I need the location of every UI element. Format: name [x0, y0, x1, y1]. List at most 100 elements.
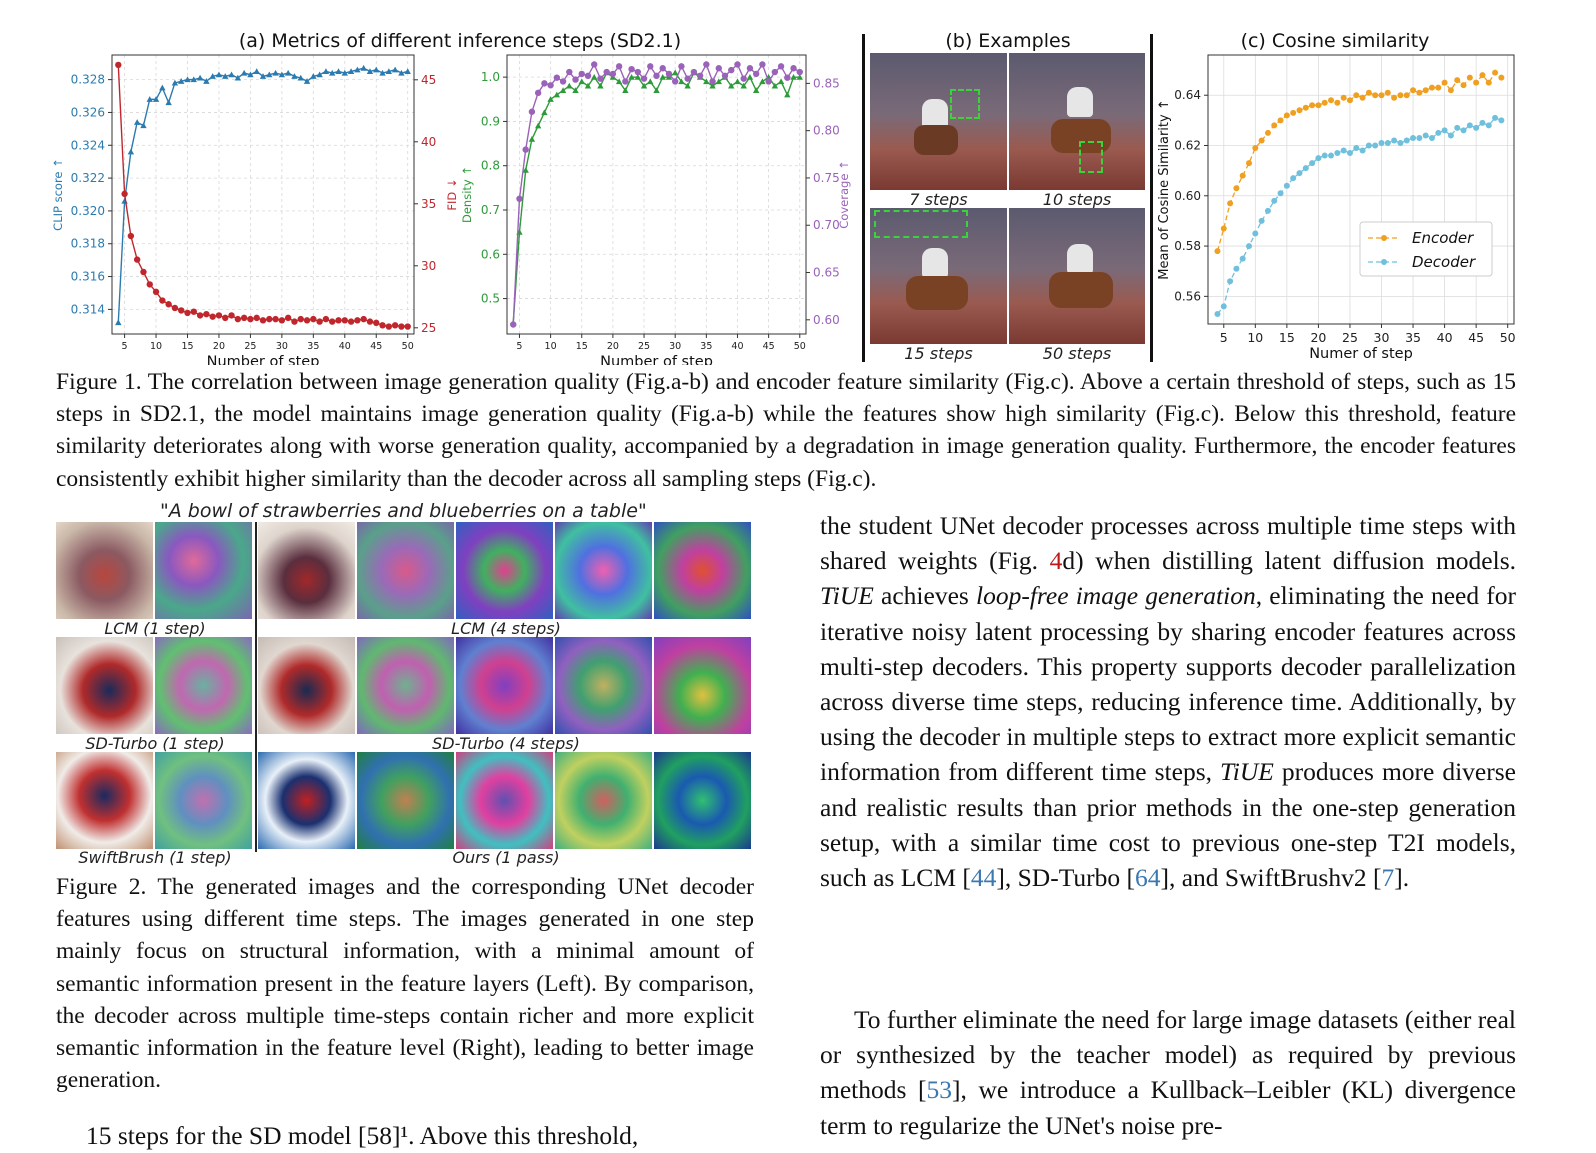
series-1-line — [512, 62, 801, 325]
series-1-point — [522, 146, 529, 153]
x-tick-label: 10 — [150, 341, 162, 352]
series-0-point — [266, 71, 273, 78]
x-tick-label: 50 — [402, 341, 414, 352]
series-1-point — [634, 68, 642, 76]
y-left-tick-label: 0.9 — [481, 114, 500, 128]
fig2-divider — [255, 522, 257, 852]
series-1-point — [291, 318, 298, 325]
series-1-line — [117, 64, 408, 328]
fig2-label-lcm-1: LCM (1 step) — [104, 619, 206, 638]
series-1-point — [640, 75, 648, 82]
series-0-point — [146, 96, 153, 102]
sdturbo-4steps-image — [258, 637, 355, 734]
chart-density-coverage: 5 10 15 20 25 30 35 40 45 50 0.5 0.6 0.7 0.8 0.9 1.0 0.6… — [460, 54, 851, 365]
series-0-point — [597, 82, 604, 89]
series-1-point — [715, 65, 722, 72]
series-0-point — [303, 78, 311, 84]
y-left-tick-label: 0.314 — [71, 302, 105, 316]
series-1-point — [1441, 127, 1448, 134]
series-1-point — [1479, 119, 1486, 126]
x-axis-label: Numer of step — [1309, 346, 1413, 362]
series-0-point — [398, 69, 405, 76]
series-1-point — [115, 61, 122, 69]
lcm-4steps-feature-1 — [357, 522, 454, 619]
series-1-point — [572, 76, 579, 83]
y-right-tick-label: 0.60 — [813, 313, 840, 327]
series-1-point — [790, 65, 797, 72]
series-0-point — [1315, 102, 1322, 109]
series-1-point — [234, 315, 242, 323]
series-1-point — [228, 312, 235, 319]
series-0-point — [634, 73, 642, 80]
series-1-point — [316, 318, 323, 325]
fig-ref-4[interactable]: 4 — [1049, 546, 1063, 576]
cite-44[interactable]: 44 — [970, 863, 997, 893]
series-0-point — [284, 69, 292, 76]
y-left-axis-label: CLIP score ↑ — [51, 158, 65, 231]
series-0-line — [117, 67, 408, 323]
fig1c-title: (c) Cosine similarity — [1240, 30, 1430, 52]
series-1-point — [184, 309, 191, 317]
cite-53[interactable]: 53 — [926, 1075, 953, 1105]
series-1-point — [609, 70, 617, 78]
series-1-point — [578, 70, 585, 78]
x-tick-label: 15 — [576, 341, 588, 352]
cite-64[interactable]: 64 — [1134, 863, 1161, 893]
series-1-point — [1466, 122, 1473, 129]
series-0-point — [528, 135, 536, 142]
x-tick-label: 40 — [1437, 330, 1453, 345]
series-0-point — [703, 78, 710, 85]
series-1-point — [1246, 243, 1253, 250]
series-1-point — [1290, 175, 1297, 182]
y-right-tick-label: 0.85 — [813, 76, 840, 90]
series-1-point — [740, 75, 747, 82]
x-tick-label: 45 — [763, 341, 775, 352]
series-1-point — [121, 190, 128, 198]
series-0-point — [759, 78, 766, 85]
y-right-tick-label: 40 — [421, 135, 436, 149]
series-1-point — [796, 68, 803, 76]
series-0-point — [203, 78, 210, 84]
x-tick-label: 35 — [307, 341, 319, 352]
x-tick-label: 30 — [669, 341, 681, 352]
series-1-point — [284, 314, 292, 322]
series-1-point — [354, 317, 361, 324]
series-0-point — [1309, 102, 1316, 109]
x-axis-label: Number of step — [207, 354, 320, 365]
series-1-point — [765, 78, 772, 85]
left-col-fragment: 15 steps for the SD model [58]¹. Above t… — [86, 1121, 639, 1150]
series-1-point — [752, 70, 760, 78]
series-1-point — [1485, 122, 1492, 129]
cite-7[interactable]: 7 — [1381, 863, 1395, 893]
series-1-point — [553, 74, 561, 81]
series-1-point — [597, 75, 604, 82]
series-0-point — [1460, 82, 1467, 89]
series-0-point — [1391, 94, 1398, 101]
y-right-axis-label: Coverage ↑ — [837, 160, 851, 228]
series-0-point — [771, 82, 779, 89]
series-0-point — [1397, 92, 1404, 99]
series-1-point — [510, 321, 517, 328]
series-0-point — [1466, 74, 1473, 81]
legend-label-decoder: Decoder — [1412, 253, 1476, 271]
series-1-point — [559, 78, 567, 85]
series-0-point — [684, 82, 691, 89]
series-0-point — [209, 73, 216, 79]
series-0-point — [322, 68, 330, 74]
series-0-point — [404, 68, 411, 74]
lcm-1step-feature — [155, 522, 252, 619]
series-1-point — [272, 315, 279, 323]
series-1-point — [385, 323, 393, 330]
label-50-steps: 50 steps — [1042, 344, 1112, 363]
series-0-point — [1378, 92, 1385, 99]
series-0-point — [728, 82, 735, 89]
series-1-point — [1410, 134, 1417, 141]
y-right-tick-label: 0.65 — [813, 266, 840, 280]
series-1-point — [665, 70, 673, 78]
series-0-point — [127, 148, 135, 155]
y-right-axis-label: FID ↓ — [445, 178, 459, 210]
series-1-point — [391, 322, 399, 329]
series-0-point — [553, 91, 561, 98]
series-0-point — [278, 71, 286, 78]
ours-1pass-feature-2 — [456, 752, 553, 849]
